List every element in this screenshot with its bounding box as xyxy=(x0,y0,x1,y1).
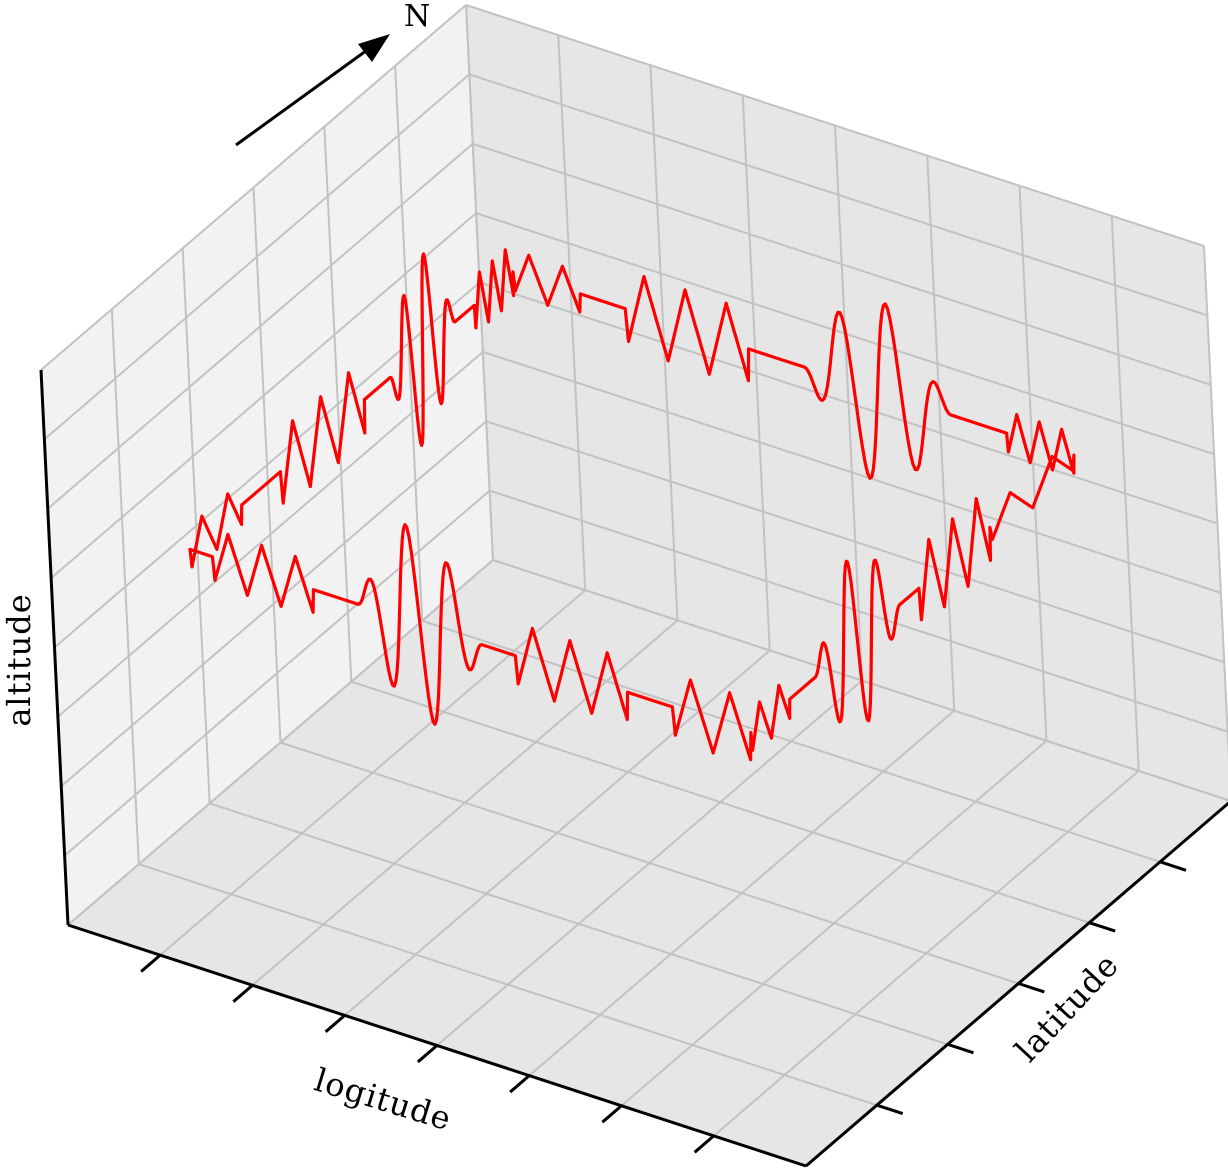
y-axis-tick xyxy=(1018,982,1045,994)
grid-line-floor-y xyxy=(351,680,1090,924)
grid-line-left-z xyxy=(43,73,471,441)
x-axis-tick xyxy=(140,953,162,973)
axis-panes xyxy=(41,5,1228,1166)
y-axis-tick xyxy=(1159,860,1187,872)
grid-line-back-z xyxy=(465,4,1205,247)
grid-line-left-z xyxy=(57,351,484,718)
axis-ticks xyxy=(140,860,1187,1154)
grid-line-back-z xyxy=(472,142,1212,386)
y-axis-tick xyxy=(876,1103,904,1116)
grid-line-back-z xyxy=(479,281,1218,525)
x-axis-tick xyxy=(232,984,254,1003)
x-axis-tick xyxy=(509,1074,531,1094)
grid-line-back-z xyxy=(485,420,1225,664)
grid-line-back-z xyxy=(489,489,1228,733)
x-axis-tick xyxy=(693,1134,715,1154)
y-axis-tick xyxy=(1088,921,1116,933)
grid-line-left-z xyxy=(60,420,487,788)
grid-line-left-z xyxy=(53,281,481,649)
north-label: N xyxy=(404,0,430,34)
x-axis-tick xyxy=(416,1044,438,1064)
grid-line-left-z xyxy=(50,212,477,579)
series-layer xyxy=(188,248,1076,762)
grid-line-floor-y xyxy=(138,863,878,1107)
grid-line-floor-y xyxy=(209,802,948,1046)
north-arrow-shaft xyxy=(235,46,371,147)
north-arrow: N xyxy=(235,0,430,147)
north-arrow-head xyxy=(358,34,390,62)
grid-line-back-z xyxy=(482,350,1222,594)
grid-line-left-z xyxy=(40,4,467,371)
x-axis-tick xyxy=(601,1104,623,1124)
grid-line-floor-y xyxy=(421,619,1161,863)
x-axis-tick xyxy=(324,1014,346,1033)
z-axis-line xyxy=(39,369,70,926)
grid-line-left-z xyxy=(47,142,474,510)
grid-line-left-z xyxy=(63,489,491,857)
z-axis-label: altitude xyxy=(0,593,38,726)
y-axis-tick xyxy=(947,1042,974,1055)
grid-line-left-z xyxy=(67,559,494,926)
x-axis-label: logitude xyxy=(310,1061,456,1139)
series-line xyxy=(188,248,1076,762)
grid-line-floor-y xyxy=(280,741,1019,985)
grid-line-back-z xyxy=(469,73,1208,317)
